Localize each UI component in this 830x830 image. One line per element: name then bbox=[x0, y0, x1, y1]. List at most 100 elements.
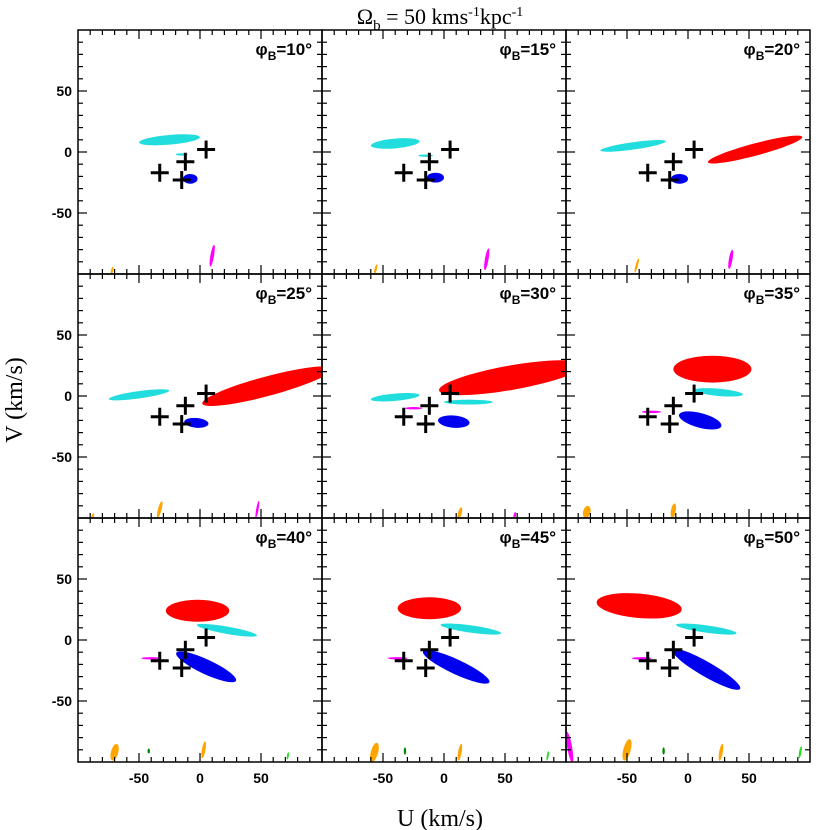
blue-orbit-cloud bbox=[678, 411, 722, 430]
blue-orbit-cloud bbox=[176, 651, 237, 683]
y-axis-label: V (km/s) bbox=[2, 357, 28, 443]
orange-orbit-cloud bbox=[370, 742, 379, 762]
panel-ticks bbox=[322, 30, 566, 274]
y-tick-label: 50 bbox=[56, 571, 72, 587]
panel-ticks bbox=[78, 518, 322, 762]
moving-group-cross-marker bbox=[685, 628, 704, 647]
y-tick-label: 0 bbox=[64, 144, 72, 160]
red-orbit-cloud bbox=[165, 599, 230, 622]
cyan-orbit-cloud bbox=[370, 392, 420, 402]
x-tick-label: 50 bbox=[497, 770, 513, 786]
cyan-orbit-cloud bbox=[694, 388, 743, 397]
y-tick-label: 50 bbox=[56, 327, 72, 343]
moving-group-cross-marker bbox=[660, 659, 679, 678]
panel-phi-label: φB=20° bbox=[744, 40, 801, 63]
cyan-orbit-cloud bbox=[600, 140, 666, 152]
cyan-orbit-cloud bbox=[108, 389, 170, 401]
moving-group-cross-marker bbox=[176, 640, 195, 659]
orange-orbit-cloud bbox=[156, 501, 163, 518]
panel-data bbox=[370, 360, 566, 518]
cyan-orbit-cloud bbox=[196, 623, 257, 637]
blue-orbit-cloud bbox=[422, 650, 490, 684]
x-tick-label: 50 bbox=[741, 770, 757, 786]
red-orbit-cloud bbox=[438, 360, 566, 396]
panel-phi-label: φB=30° bbox=[500, 284, 557, 307]
panel-data bbox=[566, 593, 802, 762]
lightgreen-orbit-cloud bbox=[798, 746, 802, 759]
panel-data bbox=[91, 366, 322, 518]
orange-orbit-cloud bbox=[634, 258, 639, 273]
panel-phi-label: φB=45° bbox=[500, 528, 557, 551]
panel-data bbox=[600, 135, 803, 273]
moving-group-cross-marker bbox=[197, 384, 216, 403]
panel-phi-label: φB=40° bbox=[256, 528, 313, 551]
magenta-orbit-cloud bbox=[209, 244, 215, 267]
y-tick-label: 0 bbox=[64, 388, 72, 404]
panel-3: φB=20° bbox=[565, 29, 811, 275]
panel-7: φB=40° -50 0 50 -50 0 50 bbox=[52, 517, 323, 786]
lightgreen-orbit-cloud bbox=[546, 751, 549, 761]
chart-title: Ωb = 50 kms-1kpc-1 bbox=[357, 4, 524, 34]
x-axis-label: U (km/s) bbox=[397, 806, 483, 830]
moving-group-cross-marker bbox=[441, 628, 460, 647]
moving-group-cross-marker bbox=[660, 171, 679, 190]
panel-data bbox=[582, 355, 752, 518]
panel-data bbox=[110, 599, 289, 761]
orange-orbit-cloud bbox=[110, 266, 114, 274]
green-orbit-cloud bbox=[662, 747, 665, 755]
lightgreen-orbit-cloud bbox=[286, 752, 289, 760]
x-tick-label: -50 bbox=[373, 770, 393, 786]
blue-orbit-cloud bbox=[437, 415, 470, 428]
red-orbit-cloud bbox=[202, 366, 322, 407]
orange-orbit-cloud bbox=[373, 264, 378, 274]
moving-group-cross-marker bbox=[416, 415, 435, 434]
x-tick-label: 50 bbox=[253, 770, 269, 786]
moving-group-cross-marker bbox=[660, 415, 679, 434]
moving-group-cross-marker bbox=[685, 384, 704, 403]
orange-orbit-cloud bbox=[91, 513, 95, 518]
panel-data bbox=[110, 134, 216, 274]
moving-group-cross-marker bbox=[176, 396, 195, 415]
moving-group-cross-marker bbox=[394, 407, 413, 426]
y-tick-label: -50 bbox=[52, 205, 72, 221]
magenta-orbit-cloud bbox=[484, 248, 490, 271]
x-tick-label: 0 bbox=[196, 770, 204, 786]
cyan-orbit-cloud bbox=[370, 138, 420, 149]
moving-group-cross-marker bbox=[420, 640, 439, 659]
moving-group-cross-marker bbox=[176, 152, 195, 171]
panel-frame bbox=[321, 29, 567, 275]
panel-phi-label: φB=50° bbox=[744, 528, 801, 551]
panel-ticks bbox=[78, 30, 322, 274]
moving-group-cross-marker bbox=[416, 659, 435, 678]
cyan-orbit-cloud bbox=[139, 134, 200, 146]
moving-group-cross-marker bbox=[172, 171, 191, 190]
cyan-orbit-cloud bbox=[444, 399, 493, 405]
orange-orbit-cloud bbox=[457, 507, 463, 518]
moving-group-cross-marker bbox=[685, 140, 704, 159]
blue-orbit-cloud bbox=[672, 648, 741, 690]
panel-phi-label: φB=15° bbox=[500, 40, 557, 63]
magenta-orbit-cloud bbox=[141, 657, 161, 660]
x-tick-label: -50 bbox=[129, 770, 149, 786]
moving-group-cross-marker bbox=[172, 659, 191, 678]
moving-group-cross-marker bbox=[664, 640, 683, 659]
panel-2: φB=15° bbox=[321, 29, 567, 275]
moving-group-cross-marker bbox=[420, 152, 439, 171]
orange-orbit-cloud bbox=[622, 739, 632, 761]
moving-group-cross-marker bbox=[197, 140, 216, 159]
moving-group-cross-marker bbox=[420, 396, 439, 415]
moving-group-cross-marker bbox=[441, 384, 460, 403]
panel-frame bbox=[565, 29, 811, 275]
moving-group-cross-marker bbox=[638, 163, 657, 182]
moving-group-cross-marker bbox=[638, 407, 657, 426]
y-tick-label: 0 bbox=[64, 632, 72, 648]
panel-ticks bbox=[566, 30, 810, 274]
panel-6: φB=35° bbox=[565, 273, 811, 519]
panel-frame bbox=[321, 517, 567, 763]
panel-frame bbox=[77, 29, 323, 275]
cyan-orbit-cloud bbox=[676, 623, 737, 635]
panel-ticks bbox=[322, 518, 566, 762]
green-orbit-cloud bbox=[147, 748, 150, 754]
panel-ticks bbox=[566, 518, 810, 762]
